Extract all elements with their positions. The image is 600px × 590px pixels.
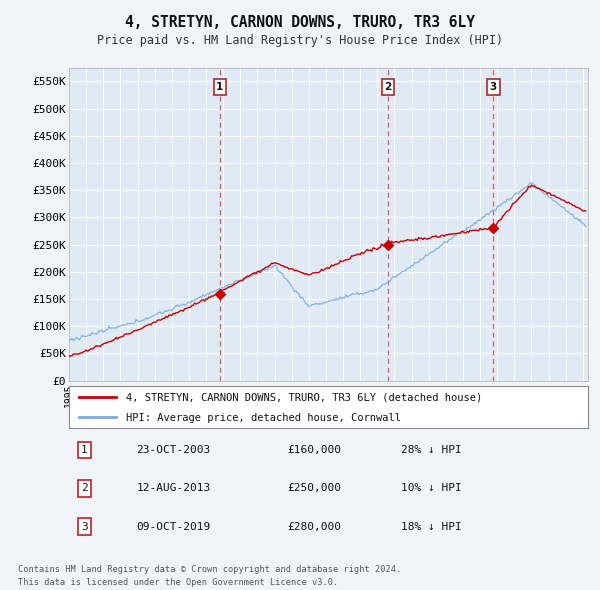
Text: 10% ↓ HPI: 10% ↓ HPI [401, 483, 462, 493]
Text: 3: 3 [81, 522, 88, 532]
Text: 2: 2 [81, 483, 88, 493]
Text: Price paid vs. HM Land Registry's House Price Index (HPI): Price paid vs. HM Land Registry's House … [97, 34, 503, 47]
Text: Contains HM Land Registry data © Crown copyright and database right 2024.
This d: Contains HM Land Registry data © Crown c… [18, 565, 401, 587]
Text: 1: 1 [81, 445, 88, 455]
Text: 4, STRETYN, CARNON DOWNS, TRURO, TR3 6LY (detached house): 4, STRETYN, CARNON DOWNS, TRURO, TR3 6LY… [126, 392, 482, 402]
Text: HPI: Average price, detached house, Cornwall: HPI: Average price, detached house, Corn… [126, 413, 401, 423]
Text: 1: 1 [216, 82, 224, 92]
Text: 3: 3 [490, 82, 497, 92]
Text: 23-OCT-2003: 23-OCT-2003 [136, 445, 211, 455]
Text: £250,000: £250,000 [287, 483, 341, 493]
Text: 2: 2 [385, 82, 392, 92]
Text: £160,000: £160,000 [287, 445, 341, 455]
Text: 09-OCT-2019: 09-OCT-2019 [136, 522, 211, 532]
Text: 12-AUG-2013: 12-AUG-2013 [136, 483, 211, 493]
Text: 28% ↓ HPI: 28% ↓ HPI [401, 445, 462, 455]
Text: 4, STRETYN, CARNON DOWNS, TRURO, TR3 6LY: 4, STRETYN, CARNON DOWNS, TRURO, TR3 6LY [125, 15, 475, 30]
Text: 18% ↓ HPI: 18% ↓ HPI [401, 522, 462, 532]
Text: £280,000: £280,000 [287, 522, 341, 532]
